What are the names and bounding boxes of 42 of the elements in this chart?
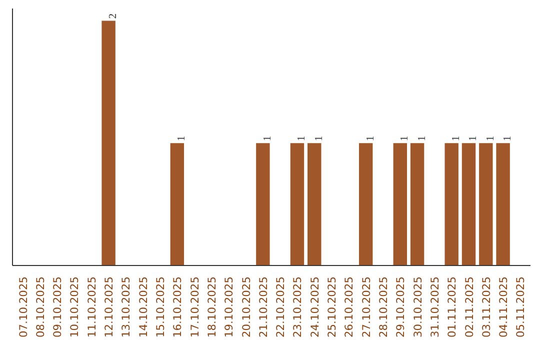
data-label: 1 (314, 136, 325, 142)
data-label: 2 (108, 13, 120, 19)
x-tick-label: 29.10.2025 (394, 276, 408, 338)
x-tick-label: 24.10.2025 (308, 276, 322, 338)
data-label: 1 (176, 136, 188, 142)
x-tick-label: 22.10.2025 (274, 276, 288, 338)
x-tick-label: 30.10.2025 (411, 276, 424, 338)
x-tick-label: 17.10.2025 (188, 276, 202, 338)
x-tick-label: 08.10.2025 (34, 276, 47, 338)
data-label: 1 (296, 136, 308, 142)
x-tick-label: 12.10.2025 (102, 276, 116, 338)
x-tick-label: 23.10.2025 (291, 276, 304, 338)
x-tick-label: 11.10.2025 (85, 276, 98, 338)
x-tick-label: 20.10.2025 (240, 276, 253, 338)
x-tick-label: 02.11.2025 (462, 276, 476, 338)
x-tick-label: 01.11.2025 (446, 276, 459, 338)
data-label: 1 (365, 136, 376, 142)
x-tick-label: 27.10.2025 (360, 276, 373, 338)
x-tick-label: 18.10.2025 (205, 276, 218, 338)
data-label: 1 (451, 136, 462, 142)
x-tick-label: 31.10.2025 (428, 276, 442, 338)
x-tick-label: 28.10.2025 (376, 276, 390, 338)
x-tick-label: 07.10.2025 (16, 276, 30, 338)
x-tick-label: 14.10.2025 (136, 276, 150, 338)
x-tick-label: 04.11.2025 (497, 276, 510, 338)
data-label: 1 (485, 136, 496, 142)
data-label: 1 (502, 136, 514, 142)
x-tick-label: 25.10.2025 (326, 276, 339, 338)
x-tick-label: 26.10.2025 (342, 276, 356, 338)
x-tick-label: 10.10.2025 (68, 276, 82, 338)
x-tick-label: 15.10.2025 (154, 276, 168, 338)
x-tick-label: 21.10.2025 (256, 276, 270, 338)
x-tick-label: 13.10.2025 (120, 276, 133, 338)
data-label: 1 (262, 136, 274, 142)
x-tick-label: 05.11.2025 (514, 276, 528, 338)
x-tick-label: 16.10.2025 (171, 276, 184, 338)
x-tick-label: 19.10.2025 (222, 276, 236, 338)
data-label: 1 (468, 136, 480, 142)
data-label: 1 (400, 136, 411, 142)
data-label: 1 (416, 136, 428, 142)
x-tick-label: 09.10.2025 (51, 276, 64, 338)
x-tick-label: 03.11.2025 (480, 276, 493, 338)
